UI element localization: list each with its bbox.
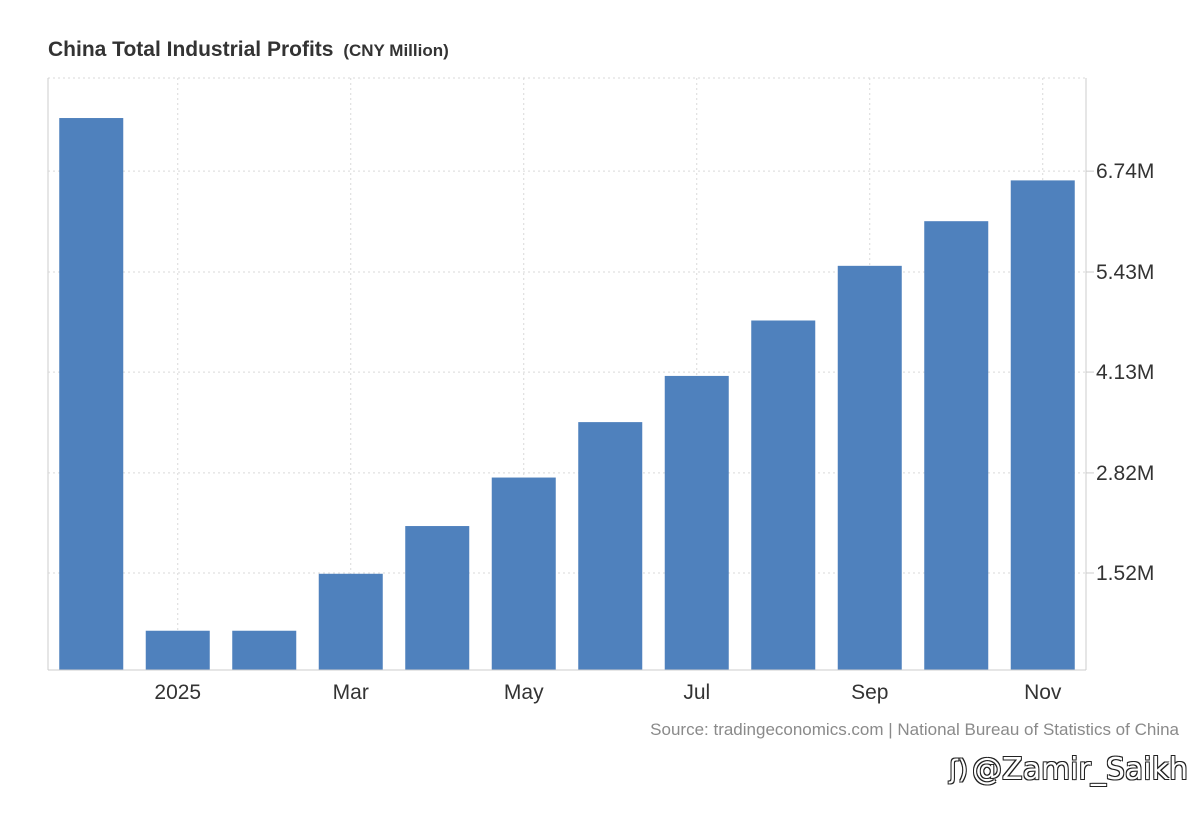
watermark-logo-icon: ʃ) [949,754,969,785]
bar-aug-2025 [751,320,816,670]
chart-title-unit: (CNY Million) [343,41,449,60]
x-tick-label: Sep [851,681,888,704]
x-tick-label: 2025 [154,681,201,704]
y-tick-label: 6.74M [1096,160,1154,183]
bar-feb-2025 [232,630,297,670]
x-tick-label: May [504,681,544,704]
bar-apr-2025 [405,526,470,670]
y-tick-label: 4.13M [1096,361,1154,384]
chart-title: China Total Industrial Profits (CNY Mill… [48,38,449,62]
y-tick-label: 1.52M [1096,562,1154,585]
watermark: ʃ) @Zamir_Saikh [949,752,1188,787]
bar-jun-2025 [578,422,643,670]
bar-dec-2024 [59,118,124,671]
x-tick-label: Mar [333,681,369,704]
bar-jul-2025 [664,375,729,670]
bar-jan-2025 [145,630,210,670]
bar-nov-2025 [1010,180,1075,670]
source-note: Source: tradingeconomics.com | National … [650,720,1179,739]
y-tick-label: 2.82M [1096,462,1154,485]
y-tick-label: 5.43M [1096,261,1154,284]
bar-mar-2025 [318,573,383,670]
chart-title-text: China Total Industrial Profits [48,38,334,61]
watermark-text: @Zamir_Saikh [972,752,1188,787]
x-tick-label: Jul [683,681,710,704]
bar-may-2025 [491,477,556,670]
bar-sep-2025 [837,265,902,670]
x-tick-label: Nov [1024,681,1062,704]
bar-oct-2025 [924,221,989,671]
